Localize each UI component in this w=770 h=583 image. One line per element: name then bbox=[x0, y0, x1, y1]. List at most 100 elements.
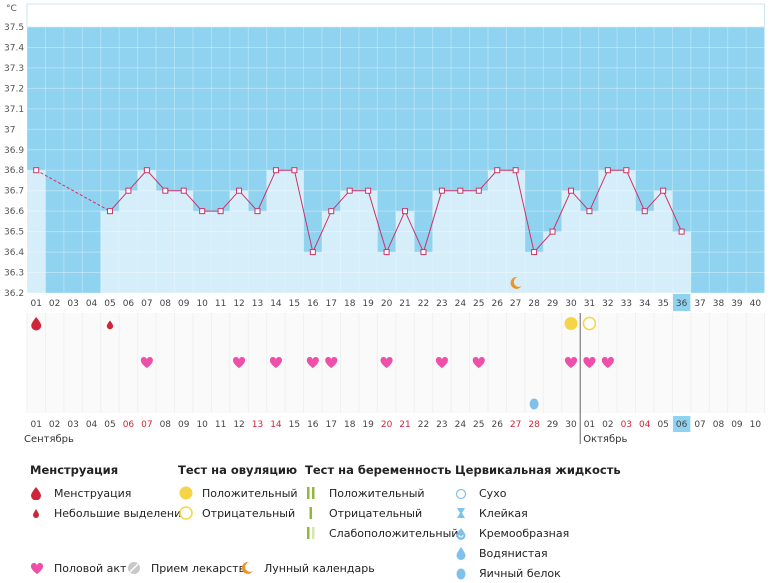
temperature-point bbox=[678, 228, 685, 235]
date-label: 27 bbox=[510, 420, 521, 430]
cycle-day-label: 37 bbox=[694, 299, 705, 309]
date-label: 02 bbox=[49, 420, 60, 430]
cycle-day-label: 38 bbox=[713, 299, 725, 309]
date-label: 01 bbox=[584, 420, 595, 430]
temperature-line-segment bbox=[109, 190, 129, 212]
temperature-point bbox=[549, 228, 556, 235]
temperature-line-segment bbox=[293, 170, 314, 253]
filled-circle-icon bbox=[178, 485, 202, 501]
date-label: 25 bbox=[473, 420, 484, 430]
temperature-point bbox=[383, 249, 390, 256]
temperature-line-segment bbox=[515, 170, 535, 253]
area-column bbox=[451, 190, 470, 293]
cycle-day-label: 05 bbox=[104, 299, 115, 309]
temperature-point bbox=[512, 167, 519, 174]
temperature-point bbox=[438, 187, 445, 194]
legend-ovulation-title: Тест на овуляцию bbox=[178, 463, 298, 477]
small-drop-icon bbox=[30, 506, 54, 520]
area-column bbox=[229, 190, 249, 293]
area-column bbox=[617, 170, 636, 293]
date-label: 10 bbox=[196, 420, 208, 430]
cycle-day-label: 30 bbox=[565, 299, 577, 309]
temperature-point bbox=[199, 208, 206, 215]
cycle-day-label: 04 bbox=[86, 299, 98, 309]
area-column bbox=[395, 211, 415, 293]
y-tick-label: 37.1 bbox=[4, 105, 24, 115]
date-label: 29 bbox=[547, 420, 559, 430]
temperature-point bbox=[106, 208, 113, 215]
temperature-point bbox=[475, 187, 482, 194]
temperature-point bbox=[180, 187, 187, 194]
temperature-line-segment bbox=[330, 190, 351, 212]
date-label: 09 bbox=[178, 420, 190, 430]
temperature-line-segment bbox=[367, 190, 388, 253]
area-column bbox=[266, 170, 286, 293]
legend-item-ovulation-positive: Положительный bbox=[178, 483, 298, 503]
cycle-day-label: 15 bbox=[289, 299, 300, 309]
cycle-day-label: 24 bbox=[455, 299, 467, 309]
cycle-day-label: 25 bbox=[473, 299, 484, 309]
temperature-point bbox=[328, 208, 335, 215]
legend-label: Лунный календарь bbox=[264, 561, 375, 575]
temperature-point bbox=[567, 187, 574, 194]
legend-cervical-title: Цервикальная жидкость bbox=[455, 463, 621, 477]
cycle-day-label: 34 bbox=[639, 299, 651, 309]
intercourse-marker bbox=[140, 356, 153, 368]
date-label: 17 bbox=[326, 420, 337, 430]
area-column bbox=[192, 211, 212, 293]
legend-cervical: Цервикальная жидкость Сухо Клейкая Кремо… bbox=[455, 463, 621, 583]
double-bar-icon bbox=[305, 486, 329, 500]
legend-menstruation: Менструация Менструация Небольшие выделе… bbox=[30, 463, 188, 523]
cycle-day-label: 12 bbox=[233, 299, 244, 309]
temperature-point bbox=[586, 208, 593, 215]
legend-label: Водянистая bbox=[479, 546, 548, 560]
temperature-point bbox=[143, 167, 150, 174]
cycle-day-label: 14 bbox=[270, 299, 282, 309]
temperature-line-segment bbox=[146, 169, 166, 192]
legend-item-egg-white: Яичный белок bbox=[455, 563, 621, 583]
cycle-day-label: 18 bbox=[344, 299, 356, 309]
legend-moon: Лунный календарь bbox=[240, 561, 375, 575]
intercourse-marker bbox=[601, 356, 614, 368]
area-column bbox=[524, 252, 544, 293]
temperature-point bbox=[125, 187, 132, 194]
area-column bbox=[598, 170, 618, 293]
legend-label: Клейкая bbox=[479, 506, 528, 520]
cycle-day-label: 36 bbox=[676, 299, 688, 309]
date-label: 12 bbox=[233, 420, 244, 430]
y-tick-label: 36.4 bbox=[4, 248, 24, 258]
y-tick-label: 36.6 bbox=[4, 207, 24, 217]
heart-icon bbox=[30, 562, 54, 575]
legend-label: Положительный bbox=[202, 486, 298, 500]
date-label: 04 bbox=[86, 420, 98, 430]
date-label: 26 bbox=[491, 420, 503, 430]
legend-label: Сухо bbox=[479, 486, 507, 500]
temperature-point bbox=[309, 249, 316, 256]
temperature-line-segment bbox=[644, 190, 664, 212]
temperature-line-segment bbox=[128, 169, 148, 192]
temperature-line-segment bbox=[552, 190, 572, 232]
date-label: 05 bbox=[657, 420, 668, 430]
temperature-point bbox=[217, 208, 224, 215]
legend-item-watery: Водянистая bbox=[455, 543, 621, 563]
intercourse-marker bbox=[325, 356, 338, 368]
date-label: 16 bbox=[307, 420, 319, 430]
legend-label: Кремообразная bbox=[479, 526, 570, 540]
cycle-day-label: 22 bbox=[418, 299, 429, 309]
date-label: 22 bbox=[418, 420, 429, 430]
area-column bbox=[285, 170, 304, 293]
y-tick-label: 36.9 bbox=[4, 146, 24, 156]
area-column bbox=[322, 211, 341, 293]
legend-item-pregnancy-negative: Отрицательный bbox=[305, 503, 458, 523]
area-column bbox=[653, 190, 673, 293]
legend-pregnancy-title: Тест на беременность bbox=[305, 463, 452, 477]
temperature-point bbox=[420, 249, 427, 256]
temperature-line-segment bbox=[183, 190, 203, 212]
temperature-point bbox=[494, 167, 501, 174]
date-label: 02 bbox=[602, 420, 613, 430]
temperature-line-segment bbox=[404, 210, 424, 253]
legend-label: Слабоположительный bbox=[329, 526, 459, 540]
temperature-point bbox=[641, 208, 648, 215]
legend-intercourse: Половой акт bbox=[30, 561, 126, 575]
